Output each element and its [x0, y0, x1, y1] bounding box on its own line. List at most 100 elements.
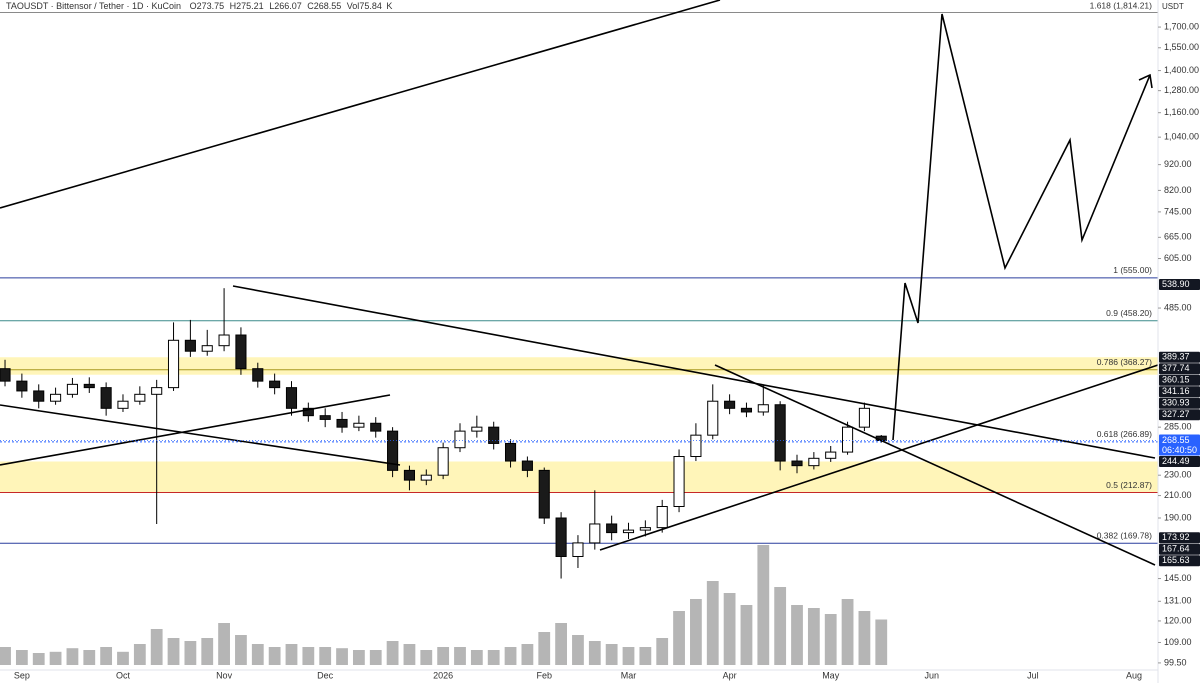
- volume-bar: [83, 650, 96, 665]
- price-tag-label: 341.16: [1162, 386, 1190, 396]
- price-tag: [1159, 397, 1200, 409]
- y-tick-label: 99.50: [1164, 657, 1187, 667]
- volume-bar: [656, 638, 669, 665]
- y-tick-label: 190.00: [1164, 512, 1192, 522]
- candle-body: [690, 434, 702, 458]
- candle-body: [370, 422, 382, 432]
- y-tick-label: 1,550.00: [1164, 42, 1199, 52]
- candle-body: [639, 527, 651, 531]
- ohlc-value: 275.21: [236, 1, 264, 11]
- volume-bar: [285, 644, 298, 665]
- volume-bar: [336, 648, 348, 665]
- candle-body: [218, 334, 230, 347]
- volume-bar: [167, 638, 180, 665]
- volume-bar: [605, 644, 618, 665]
- candle-body: [707, 400, 719, 436]
- x-tick-label: 2026: [433, 670, 453, 680]
- y-tick-label: 145.00: [1164, 573, 1192, 583]
- level-label: 1 (555.00): [1113, 265, 1152, 275]
- volume-bar: [706, 581, 719, 665]
- trend-line: [0, 404, 401, 466]
- ohlc-label: C: [307, 1, 314, 11]
- candle-body: [656, 506, 668, 529]
- y-tick-label: 485.00: [1164, 302, 1192, 312]
- candle-body: [740, 407, 753, 413]
- level-label: 0.618 (266.89): [1097, 429, 1152, 439]
- x-tick-label: Oct: [116, 670, 131, 680]
- volume-bar: [235, 635, 247, 665]
- current-price-tag: [1159, 434, 1200, 456]
- x-tick-label: Nov: [216, 670, 233, 680]
- volume-bar: [791, 605, 803, 665]
- volume-bar: [807, 608, 820, 665]
- y-tick-label: 605.00: [1164, 253, 1192, 263]
- candle-body: [33, 390, 45, 402]
- volume-bar: [386, 641, 399, 665]
- symbol: TAOUSDT · Bittensor / Tether · 1D · KuCo…: [6, 1, 181, 11]
- candle-body: [842, 426, 854, 453]
- candle-body: [622, 529, 635, 534]
- y-tick-label: 1,040.00: [1164, 132, 1199, 142]
- candle-body: [269, 380, 281, 389]
- volume-bar: [369, 650, 382, 665]
- volume-bar: [841, 599, 854, 665]
- x-tick-label: Jun: [925, 670, 940, 680]
- volume-bar: [319, 647, 332, 665]
- volume-bar: [521, 644, 534, 665]
- y-tick-label: 230.00: [1164, 470, 1192, 480]
- candle-body: [471, 426, 483, 432]
- candle-body: [184, 339, 196, 352]
- ohlc-value: 268.55: [314, 1, 342, 11]
- volume-bar: [572, 635, 584, 665]
- volume-bar: [15, 650, 28, 665]
- y-tick-label: 1,280.00: [1164, 85, 1199, 95]
- candle-body: [16, 380, 28, 392]
- volume-bar: [757, 545, 770, 665]
- price-tag: [1159, 351, 1200, 363]
- ohlc-unit: K: [386, 1, 392, 11]
- y-tick-label: 210.00: [1164, 490, 1192, 500]
- volume-bar: [588, 641, 601, 665]
- y-tick-label: 285.00: [1164, 422, 1192, 432]
- volume-bar: [201, 638, 214, 665]
- volume-bar: [32, 653, 45, 665]
- candle-body: [420, 474, 432, 481]
- candle-body: [724, 400, 736, 409]
- volume-bar: [622, 647, 635, 665]
- candle-body: [791, 460, 803, 467]
- candle-body: [858, 407, 870, 428]
- trend-line: [232, 285, 1156, 459]
- price-tag: [1159, 543, 1200, 555]
- ohlc-value: 266.07: [274, 1, 302, 11]
- volume-bar: [504, 647, 517, 665]
- price-tag: [1159, 555, 1200, 567]
- candle-body: [50, 393, 62, 402]
- candle-body: [285, 387, 298, 409]
- candle-body: [555, 517, 567, 557]
- price-tag-label: 167.64: [1162, 544, 1190, 554]
- volume-bar: [673, 611, 685, 665]
- volume-bar: [420, 650, 433, 665]
- countdown: 06:40:50: [1162, 445, 1197, 455]
- price-tag: [1159, 363, 1200, 375]
- candle-body: [151, 387, 163, 395]
- price-tag-label: 165.63: [1162, 555, 1190, 565]
- candle-body: [0, 368, 11, 382]
- price-tag: [1159, 456, 1200, 468]
- price-tag: [1159, 386, 1200, 398]
- ohlc-label: Vol: [347, 1, 360, 11]
- volume-bar: [824, 614, 837, 665]
- candle-body: [319, 415, 331, 420]
- axis-unit: USDT: [1162, 2, 1184, 11]
- candle-body: [387, 430, 399, 471]
- candle-body: [167, 339, 180, 389]
- header: TAOUSDT · Bittensor / Tether · 1D · KuCo…: [6, 1, 392, 11]
- x-tick-label: Jul: [1027, 670, 1039, 680]
- candle-body: [538, 469, 550, 519]
- candle-body: [454, 430, 466, 449]
- price-axis-bg: [1158, 0, 1200, 683]
- candle-body: [606, 523, 618, 534]
